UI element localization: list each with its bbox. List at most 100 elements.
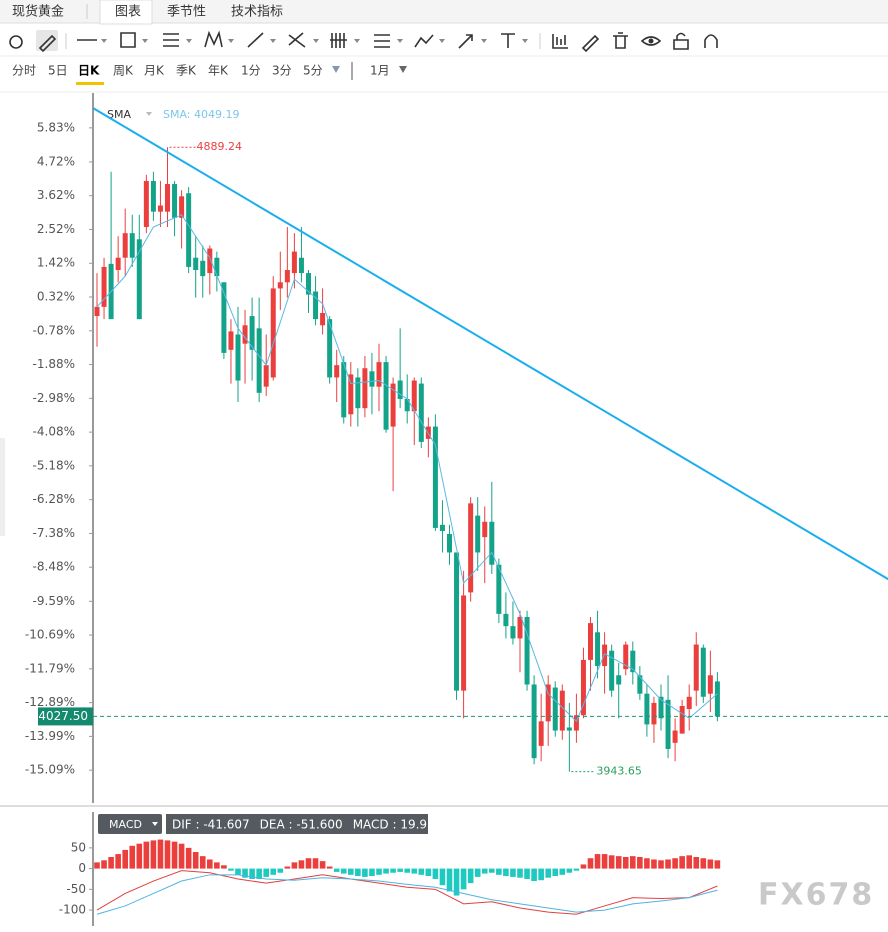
candle-body [390,383,396,427]
candle-body [559,690,565,731]
y-tick-label: 0 [78,861,86,875]
candle-body [517,616,523,639]
active-tab-bg [99,0,153,25]
candle-body [313,291,319,320]
macd-bar [305,858,312,869]
candle-body [270,288,276,378]
candle-body [531,684,537,759]
tool-icon[interactable] [458,34,473,49]
tab[interactable]: 技术指标 [231,5,283,20]
macd-bar [658,860,664,869]
y-tick-label: -4.08% [33,425,75,439]
candle-body [651,702,657,725]
macd-bar [707,859,714,869]
macd-dropdown[interactable] [152,822,158,826]
tool-icon[interactable] [120,32,136,48]
tool-icon[interactable] [640,36,662,46]
period-button[interactable]: 5日 [48,64,68,78]
candle-body [397,380,403,399]
tool-icon[interactable] [704,34,718,48]
macd-button[interactable] [98,814,162,834]
period-button[interactable]: 3分 [272,64,292,78]
tool-icon[interactable] [613,32,628,49]
period-button[interactable]: 5分 [303,64,323,78]
range-button[interactable]: 1月 [370,64,390,78]
dropdown-carets [101,39,528,43]
candle-body [165,184,170,212]
macd-bar [235,868,241,875]
tool-icon[interactable] [581,34,600,53]
macd-bar [298,860,305,869]
watermark: FX678 [758,878,874,913]
macd-bar [312,858,319,869]
tool-icon[interactable] [204,30,223,48]
candle-body [362,368,368,409]
macd-bar [700,858,707,869]
tool-icon[interactable] [38,34,57,53]
macd-bar [510,868,516,877]
macd-bar [467,868,474,884]
y-tick-label: -15.09% [25,763,75,777]
macd-bar [418,868,425,875]
macd-legend: DEA : -51.600 [260,818,343,832]
indicator-dropdown[interactable] [146,112,152,116]
indicator-name[interactable]: SMA [107,108,131,121]
period-button[interactable]: 年K [208,64,229,78]
plot: 5.83% 4.72% 3.62% 2.52% 1.42% 0.32% -0.78% -1.8… [25,107,888,917]
tool-icon[interactable] [330,33,347,48]
y-tick-label: -7.38% [33,526,75,540]
macd-bar [319,861,326,869]
side-handle[interactable] [0,438,5,536]
candle-body [249,316,255,350]
macd-bar [270,868,277,875]
tool-icon[interactable] [552,34,568,49]
y-tick-label: -5.18% [33,458,75,472]
candle-body [172,184,178,218]
tool-icon[interactable] [374,34,390,48]
macd-bar [637,856,643,869]
period-button[interactable]: 1分 [241,64,261,78]
tool-icon[interactable] [247,32,264,48]
tool-icon[interactable] [288,32,306,48]
candle-body [714,681,720,717]
macd-button-label[interactable]: MACD [109,818,142,831]
candle-body [369,371,375,387]
candle-body [588,623,593,660]
macd-bar [340,868,347,874]
tab[interactable]: 现货黄金 [12,4,64,20]
y-tick-label: -8.48% [33,560,75,574]
candle-body [263,365,269,387]
tool-icon[interactable] [501,33,515,48]
y-tick-label: -11.79% [25,661,75,675]
y-tick-label: -0.78% [33,323,75,337]
period-dropdown[interactable] [332,66,340,73]
macd-bar [665,859,671,869]
tab[interactable]: 季节性 [167,5,206,20]
tool-icon[interactable] [673,32,689,50]
period-button[interactable]: 分时 [12,64,36,78]
tab[interactable]: 图表 [115,5,141,20]
macd-bar [291,862,298,869]
period-button[interactable]: 月K [144,64,165,78]
tool-icon[interactable] [9,35,23,49]
candle-body [122,233,128,258]
macd-bar [326,866,333,869]
y-tick-label: -2.98% [33,391,75,405]
candle-body [595,632,601,667]
candle-body [214,257,220,277]
candle-body [538,721,544,746]
macd-bar [108,856,114,869]
candle-body [256,328,262,393]
range-dropdown[interactable] [399,66,407,73]
tool-icon[interactable] [414,34,434,48]
macd-bar [630,856,636,869]
macd-bar [164,840,171,869]
macd-bar [552,868,559,877]
period-button[interactable]: 季K [176,64,197,78]
period-button[interactable]: 周K [113,64,134,78]
macd-bar [333,868,340,872]
macd-bar [362,868,368,877]
period-button-active[interactable]: 日K [78,64,100,78]
tool-icon[interactable] [163,33,179,47]
macd-bar [228,868,234,871]
